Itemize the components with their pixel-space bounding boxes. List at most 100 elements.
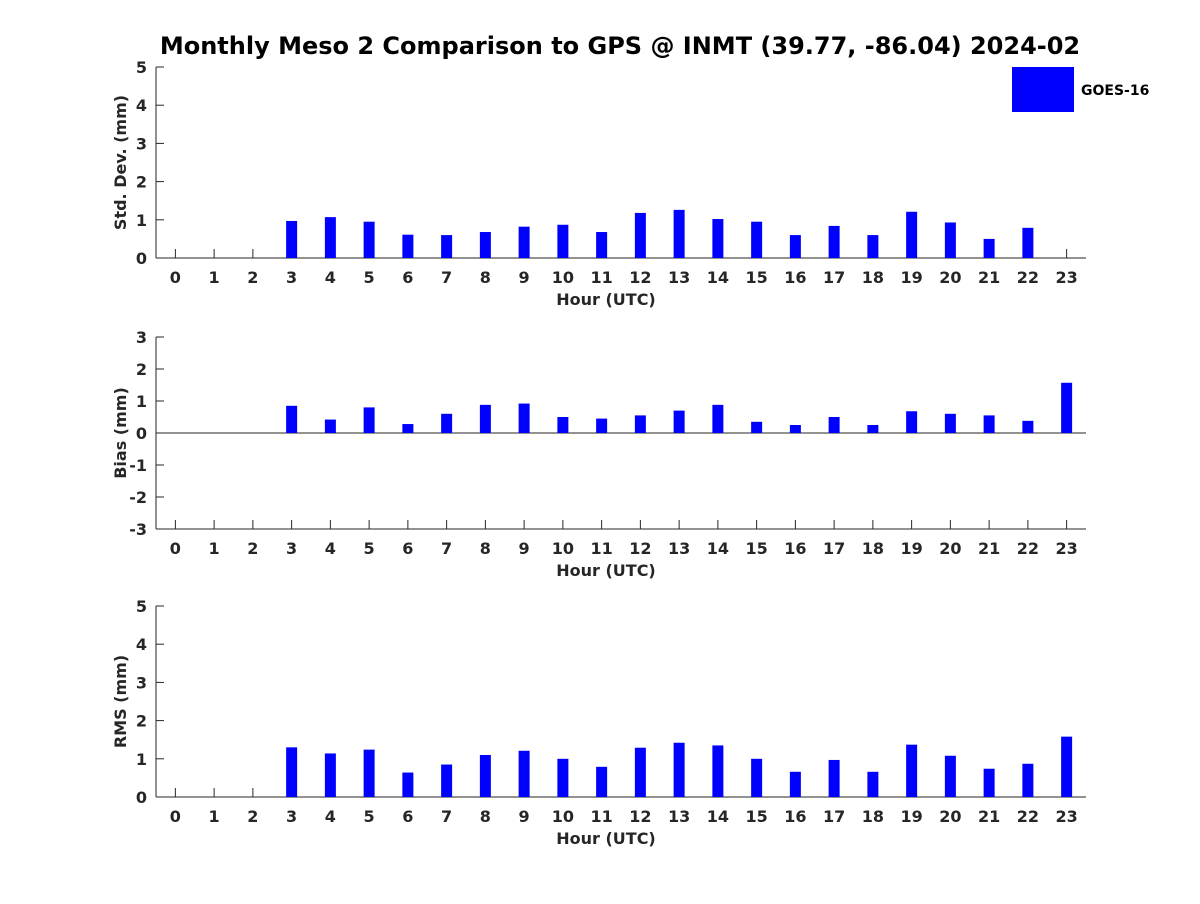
legend: GOES-16 <box>1012 67 1149 112</box>
bar <box>324 217 336 258</box>
x-tick-label: 20 <box>939 539 961 558</box>
bar <box>867 771 879 797</box>
bar <box>906 211 918 258</box>
x-tick-label: 17 <box>823 807 845 826</box>
y-tick-label: 1 <box>136 211 147 230</box>
bar <box>712 219 724 258</box>
bar <box>324 753 336 797</box>
x-tick-label: 19 <box>900 807 922 826</box>
bar <box>944 222 956 258</box>
x-tick-label: 23 <box>1055 539 1077 558</box>
x-tick-label: 17 <box>823 539 845 558</box>
bar <box>789 771 801 797</box>
x-tick-label: 8 <box>480 539 491 558</box>
bar <box>518 403 530 433</box>
x-tick-label: 3 <box>286 539 297 558</box>
x-axis-label: Hour (UTC) <box>556 561 656 580</box>
bar <box>1061 736 1073 797</box>
bar <box>479 404 491 433</box>
x-tick-label: 18 <box>862 268 884 287</box>
x-tick-label: 10 <box>552 807 574 826</box>
bar <box>751 421 763 433</box>
bar <box>518 226 530 258</box>
bar <box>518 750 530 797</box>
bar <box>557 758 569 797</box>
bar <box>324 419 336 433</box>
x-tick-label: 21 <box>978 539 1000 558</box>
x-tick-label: 2 <box>247 268 258 287</box>
x-tick-label: 15 <box>745 539 767 558</box>
bar <box>596 766 608 797</box>
x-tick-label: 14 <box>707 268 729 287</box>
x-tick-label: 12 <box>629 539 651 558</box>
bar <box>944 413 956 433</box>
x-tick-label: 16 <box>784 807 806 826</box>
legend-swatch <box>1012 67 1074 112</box>
x-tick-label: 4 <box>325 807 336 826</box>
x-tick-label: 17 <box>823 268 845 287</box>
bar <box>828 225 840 258</box>
x-tick-label: 23 <box>1055 807 1077 826</box>
x-tick-label: 0 <box>170 807 181 826</box>
bar <box>557 224 569 258</box>
bar <box>634 747 646 797</box>
x-tick-label: 21 <box>978 268 1000 287</box>
x-tick-label: 4 <box>325 268 336 287</box>
bar <box>1061 382 1073 433</box>
x-tick-label: 20 <box>939 268 961 287</box>
x-tick-label: 6 <box>402 539 413 558</box>
bar <box>1022 420 1034 433</box>
y-tick-label: -3 <box>129 520 147 539</box>
bar <box>906 744 918 797</box>
bar <box>867 425 879 433</box>
x-tick-label: 6 <box>402 268 413 287</box>
legend-label: GOES-16 <box>1081 83 1149 99</box>
x-tick-label: 8 <box>480 807 491 826</box>
bar <box>867 235 879 258</box>
bar <box>1022 227 1034 258</box>
x-tick-label: 9 <box>519 539 530 558</box>
x-tick-label: 1 <box>209 807 220 826</box>
x-tick-label: 23 <box>1055 268 1077 287</box>
bar <box>479 754 491 797</box>
bar <box>983 768 995 797</box>
bar <box>286 405 298 433</box>
x-tick-label: 9 <box>519 807 530 826</box>
bar <box>983 415 995 433</box>
y-axis-label: Bias (mm) <box>111 387 130 479</box>
bar <box>944 755 956 797</box>
x-tick-label: 8 <box>480 268 491 287</box>
bar <box>557 417 569 433</box>
bar <box>673 742 685 797</box>
bar <box>286 747 298 797</box>
x-tick-label: 11 <box>590 268 612 287</box>
x-tick-label: 14 <box>707 807 729 826</box>
x-axis-label: Hour (UTC) <box>556 290 656 309</box>
x-tick-label: 22 <box>1017 807 1039 826</box>
bar <box>789 235 801 258</box>
x-tick-label: 11 <box>590 539 612 558</box>
x-tick-label: 3 <box>286 807 297 826</box>
x-tick-label: 16 <box>784 539 806 558</box>
bar <box>634 212 646 258</box>
x-tick-label: 1 <box>209 268 220 287</box>
x-tick-label: 7 <box>441 268 452 287</box>
bar <box>402 234 414 258</box>
x-tick-label: 5 <box>364 268 375 287</box>
y-tick-label: 2 <box>136 360 147 379</box>
y-axis-label: RMS (mm) <box>111 655 130 748</box>
y-tick-label: 3 <box>136 134 147 153</box>
bar <box>363 749 375 797</box>
x-tick-label: 14 <box>707 539 729 558</box>
x-tick-label: 16 <box>784 268 806 287</box>
bar <box>363 221 375 258</box>
bar <box>751 221 763 258</box>
x-tick-label: 6 <box>402 807 413 826</box>
x-tick-label: 4 <box>325 539 336 558</box>
bar <box>828 417 840 433</box>
y-tick-label: 4 <box>136 635 147 654</box>
